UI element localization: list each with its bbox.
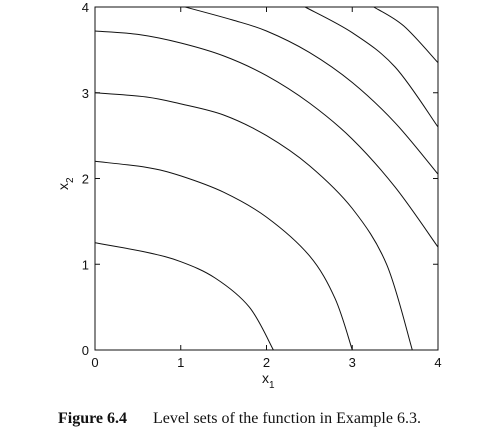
level-set-curve-6 (304, 6, 439, 128)
x-tick-label: 0 (91, 355, 98, 370)
level-set-curve-3 (94, 92, 413, 351)
y-tick-labels: 0 1 2 3 4 (82, 0, 89, 358)
figure-number: Figure 6.4 (58, 410, 128, 427)
x-tick-label: 4 (434, 355, 441, 370)
y-tick-label: 3 (82, 86, 89, 101)
caption-text: Level sets of the function in Example 6.… (153, 410, 421, 427)
y-axis-label: x2 (55, 177, 76, 190)
level-set-curve-7 (373, 6, 439, 64)
axis-ticks (94, 6, 439, 351)
figure-caption: Figure 6.4 Level sets of the function in… (58, 410, 498, 428)
contour-lines (94, 6, 439, 351)
level-set-curve-5 (184, 6, 439, 175)
level-set-curve-4 (94, 30, 439, 248)
level-set-curve-1 (94, 242, 274, 351)
level-set-curve-2 (94, 160, 353, 351)
y-tick-label: 1 (82, 257, 89, 272)
x-tick-labels: 0 1 2 3 4 (91, 355, 441, 370)
x-axis-label: x1 (262, 370, 275, 391)
y-tick-label: 4 (82, 0, 89, 15)
x-tick-label: 3 (349, 355, 356, 370)
x-tick-label: 2 (263, 355, 270, 370)
y-tick-label: 0 (82, 343, 89, 358)
y-tick-label: 2 (82, 172, 89, 187)
level-set-chart: 0 1 2 3 4 0 1 2 3 4 x1 x2 (55, 0, 442, 391)
x-tick-label: 1 (177, 355, 184, 370)
